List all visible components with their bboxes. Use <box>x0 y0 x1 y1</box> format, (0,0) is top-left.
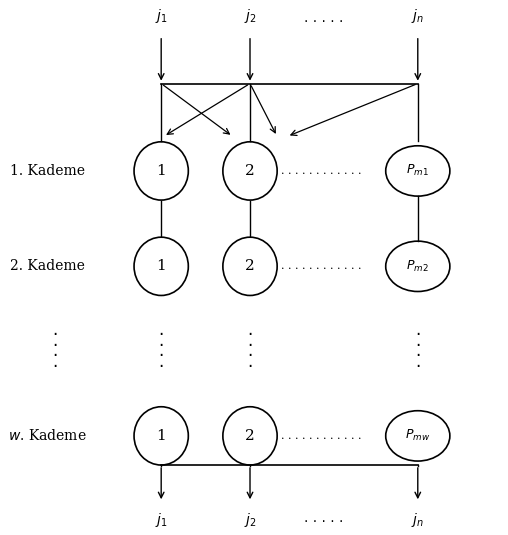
Text: .: . <box>158 353 164 371</box>
Text: 2. Kademe: 2. Kademe <box>10 259 85 273</box>
Text: .: . <box>52 342 58 360</box>
Text: . . . . .: . . . . . <box>304 511 344 525</box>
Text: 2: 2 <box>245 259 255 273</box>
Text: $j_2$: $j_2$ <box>244 511 257 529</box>
Text: $P_{m1}$: $P_{m1}$ <box>406 163 429 179</box>
Text: $j_1$: $j_1$ <box>155 7 168 25</box>
Text: .: . <box>158 321 164 339</box>
Text: $j_n$: $j_n$ <box>411 511 424 529</box>
Text: .: . <box>158 332 164 349</box>
Text: . . . . . . . . . . . .: . . . . . . . . . . . . <box>281 166 362 176</box>
Text: .: . <box>247 342 252 360</box>
Text: .: . <box>415 321 421 339</box>
Text: $P_{m2}$: $P_{m2}$ <box>406 259 429 274</box>
Text: .: . <box>247 353 252 371</box>
Text: .: . <box>158 342 164 360</box>
Text: $w$. Kademe: $w$. Kademe <box>8 429 87 444</box>
Text: $j_n$: $j_n$ <box>411 7 424 25</box>
Text: 2: 2 <box>245 164 255 178</box>
Text: .: . <box>247 321 252 339</box>
Text: 1: 1 <box>156 164 166 178</box>
Text: 1: 1 <box>156 259 166 273</box>
Text: .: . <box>415 353 421 371</box>
Text: 2: 2 <box>245 429 255 443</box>
Text: . . . . . . . . . . . .: . . . . . . . . . . . . <box>281 261 362 271</box>
Text: $j_2$: $j_2$ <box>244 7 257 25</box>
Text: .: . <box>52 353 58 371</box>
Text: .: . <box>52 321 58 339</box>
Text: .: . <box>52 332 58 349</box>
Text: .: . <box>415 342 421 360</box>
Text: $P_{mw}$: $P_{mw}$ <box>405 429 430 444</box>
Text: 1. Kademe: 1. Kademe <box>10 164 85 178</box>
Text: . . . . . . . . . . . .: . . . . . . . . . . . . <box>281 431 362 441</box>
Text: .: . <box>415 332 421 349</box>
Text: 1: 1 <box>156 429 166 443</box>
Text: . . . . .: . . . . . <box>304 11 344 25</box>
Text: .: . <box>247 332 252 349</box>
Text: $j_1$: $j_1$ <box>155 511 168 529</box>
